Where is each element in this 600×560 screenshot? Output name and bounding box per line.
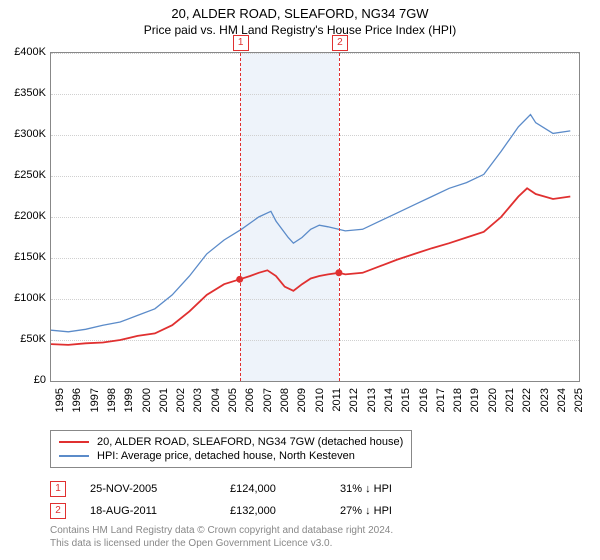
footer-text: Contains HM Land Registry data © Crown c… — [50, 524, 393, 550]
plot-area: 12 — [50, 52, 580, 382]
x-tick-label: 2024 — [556, 388, 568, 412]
sale-record: 2 18-AUG-2011£132,00027% ↓ HPI — [50, 500, 440, 522]
sale-date: 25-NOV-2005 — [90, 483, 230, 495]
x-tick-label: 1996 — [71, 388, 83, 412]
x-tick-label: 2000 — [141, 388, 153, 412]
y-tick-label: £350K — [14, 87, 46, 99]
sale-hpi: 31% ↓ HPI — [340, 483, 440, 495]
legend-swatch — [59, 441, 89, 443]
x-tick-label: 2002 — [175, 388, 187, 412]
x-tick-label: 2009 — [296, 388, 308, 412]
x-tick-label: 2019 — [469, 388, 481, 412]
legend-swatch — [59, 455, 89, 457]
y-tick-label: £0 — [34, 374, 46, 386]
x-tick-label: 2016 — [418, 388, 430, 412]
y-tick-label: £150K — [14, 251, 46, 263]
y-axis-labels: £0£50K£100K£150K£200K£250K£300K£350K£400… — [0, 52, 48, 382]
sale-marker-tag: 1 — [233, 35, 249, 51]
x-tick-label: 2021 — [504, 388, 516, 412]
x-tick-label: 1999 — [123, 388, 135, 412]
x-tick-label: 2004 — [210, 388, 222, 412]
x-tick-label: 2018 — [452, 388, 464, 412]
x-tick-label: 2025 — [573, 388, 585, 412]
x-tick-label: 1998 — [106, 388, 118, 412]
x-tick-label: 2013 — [366, 388, 378, 412]
x-tick-label: 2015 — [400, 388, 412, 412]
sale-marker-tag: 2 — [332, 35, 348, 51]
series-hpi — [51, 115, 570, 332]
x-tick-label: 2010 — [314, 388, 326, 412]
x-tick-label: 2005 — [227, 388, 239, 412]
sale-record: 1 25-NOV-2005£124,00031% ↓ HPI — [50, 478, 440, 500]
y-tick-label: £200K — [14, 210, 46, 222]
x-tick-label: 2008 — [279, 388, 291, 412]
legend-label: 20, ALDER ROAD, SLEAFORD, NG34 7GW (deta… — [97, 436, 403, 448]
y-tick-label: £250K — [14, 169, 46, 181]
x-tick-label: 2006 — [244, 388, 256, 412]
x-tick-label: 2011 — [331, 388, 343, 412]
y-tick-label: £100K — [14, 292, 46, 304]
sale-tag: 2 — [50, 503, 66, 519]
legend: 20, ALDER ROAD, SLEAFORD, NG34 7GW (deta… — [50, 430, 412, 468]
x-tick-label: 1997 — [89, 388, 101, 412]
x-axis-labels: 1995 1996 1997 1998 1999 2000 2001 2002 2003 2004… — [50, 384, 580, 429]
sale-price: £124,000 — [230, 483, 340, 495]
sale-price: £132,000 — [230, 505, 340, 517]
sale-marker-line: 1 — [240, 53, 241, 381]
chart-subtitle: Price paid vs. HM Land Registry's House … — [0, 21, 600, 37]
sale-tag: 1 — [50, 481, 66, 497]
line-svg — [51, 53, 579, 381]
sales-table: 1 25-NOV-2005£124,00031% ↓ HPI 2 18-AUG-201… — [50, 478, 440, 522]
legend-row: HPI: Average price, detached house, Nort… — [59, 449, 403, 463]
legend-label: HPI: Average price, detached house, Nort… — [97, 450, 355, 462]
footer-line-1: Contains HM Land Registry data © Crown c… — [50, 524, 393, 537]
y-tick-label: £400K — [14, 46, 46, 58]
chart-title: 20, ALDER ROAD, SLEAFORD, NG34 7GW — [0, 0, 600, 21]
sale-marker-line: 2 — [339, 53, 340, 381]
x-tick-label: 2007 — [262, 388, 274, 412]
sale-date: 18-AUG-2011 — [90, 505, 230, 517]
x-tick-label: 2017 — [435, 388, 447, 412]
x-tick-label: 2012 — [348, 388, 360, 412]
x-tick-label: 1995 — [54, 388, 66, 412]
y-tick-label: £50K — [20, 333, 46, 345]
sale-hpi: 27% ↓ HPI — [340, 505, 440, 517]
series-price_paid — [51, 188, 570, 345]
legend-row: 20, ALDER ROAD, SLEAFORD, NG34 7GW (deta… — [59, 435, 403, 449]
x-tick-label: 2014 — [383, 388, 395, 412]
footer-line-2: This data is licensed under the Open Gov… — [50, 537, 393, 550]
x-tick-label: 2023 — [539, 388, 551, 412]
x-tick-label: 2001 — [158, 388, 170, 412]
chart-container: 20, ALDER ROAD, SLEAFORD, NG34 7GW Price… — [0, 0, 600, 560]
x-tick-label: 2022 — [521, 388, 533, 412]
x-tick-label: 2020 — [487, 388, 499, 412]
x-tick-label: 2003 — [192, 388, 204, 412]
y-tick-label: £300K — [14, 128, 46, 140]
